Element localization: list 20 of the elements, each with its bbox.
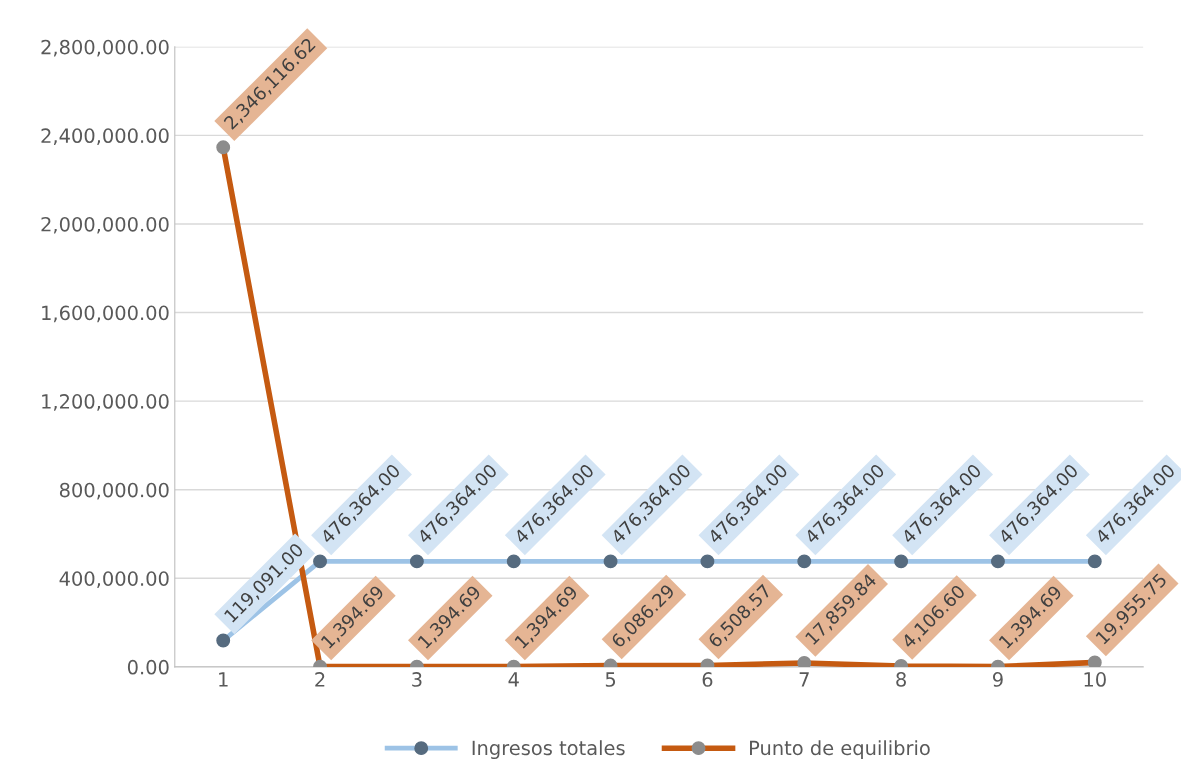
x-tick-label: 2 bbox=[315, 672, 325, 687]
x-tick-label: 7 bbox=[799, 672, 809, 687]
y-tick-label: 1,600,000.00 bbox=[42, 305, 169, 323]
x-tick-label: 8 bbox=[896, 672, 906, 687]
legend-label: Ingresos totales bbox=[472, 740, 625, 760]
legend-label: Punto de equilibrio bbox=[750, 740, 930, 760]
x-tick-label: 4 bbox=[508, 672, 519, 687]
x-tick-label: 9 bbox=[992, 672, 1003, 687]
y-tick-label: 400,000.00 bbox=[59, 571, 169, 588]
y-tick-label: 2,800,000.00 bbox=[41, 39, 169, 57]
x-tick-label: 1 bbox=[219, 672, 228, 687]
y-tick-label: 1,200,000.00 bbox=[42, 394, 169, 411]
y-tick-label: 2,400,000.00 bbox=[41, 128, 169, 146]
x-tick-label: 5 bbox=[605, 672, 616, 687]
y-tick-label: 2,000,000.00 bbox=[41, 216, 169, 234]
x-tick-label: 6 bbox=[702, 672, 713, 687]
x-tick-label: 10 bbox=[1084, 672, 1106, 687]
x-tick-label: 3 bbox=[412, 672, 422, 687]
y-tick-label: 800,000.00 bbox=[59, 482, 169, 500]
y-tick-label: 0.00 bbox=[127, 659, 169, 675]
